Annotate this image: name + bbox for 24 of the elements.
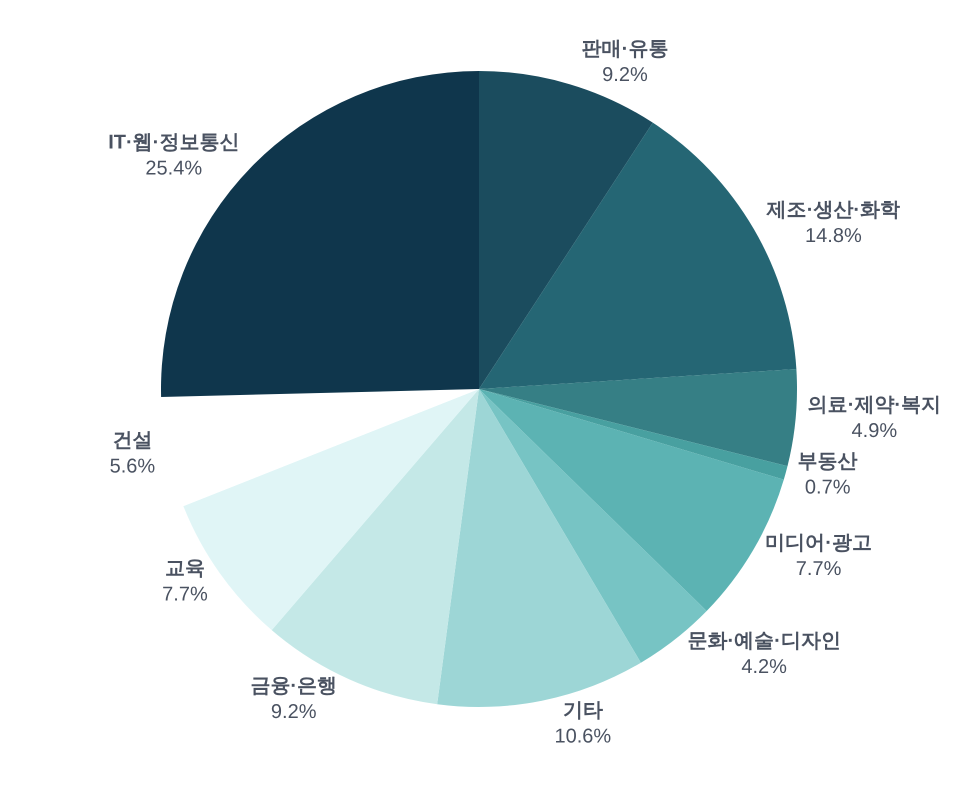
slice-label: 교육 bbox=[164, 558, 205, 580]
slice-label: 기타 bbox=[562, 700, 603, 722]
slice-label: 건설 bbox=[112, 429, 152, 452]
slice-label: 제조·생산·화학 bbox=[766, 198, 900, 221]
data-label: 4.9% bbox=[852, 420, 898, 442]
data-label: 7.7% bbox=[796, 558, 842, 580]
pie-slice bbox=[479, 369, 797, 466]
data-label: 10.6% bbox=[554, 726, 612, 748]
data-label: 9.2% bbox=[270, 701, 317, 724]
slice-label: 판매·유통 bbox=[582, 38, 668, 60]
slice-label: 미디어·광고 bbox=[765, 532, 872, 554]
data-label: 0.7% bbox=[804, 476, 851, 499]
pie-slice bbox=[479, 389, 788, 480]
data-label: 25.4% bbox=[145, 157, 202, 180]
slice-label: 문화·예술·디자인 bbox=[687, 630, 841, 652]
data-label: 7.7% bbox=[162, 584, 208, 606]
slice-label: 부동산 bbox=[798, 450, 858, 473]
slice-label: 의료·제약·복지 bbox=[808, 394, 942, 416]
data-label: 5.6% bbox=[110, 455, 156, 478]
data-label: 9.2% bbox=[602, 64, 648, 86]
data-label: 14.8% bbox=[805, 224, 862, 247]
slice-label: 금융·은행 bbox=[250, 675, 338, 698]
data-label: 4.2% bbox=[741, 656, 788, 678]
slice-label: IT·웹·정보통신 bbox=[108, 131, 240, 154]
